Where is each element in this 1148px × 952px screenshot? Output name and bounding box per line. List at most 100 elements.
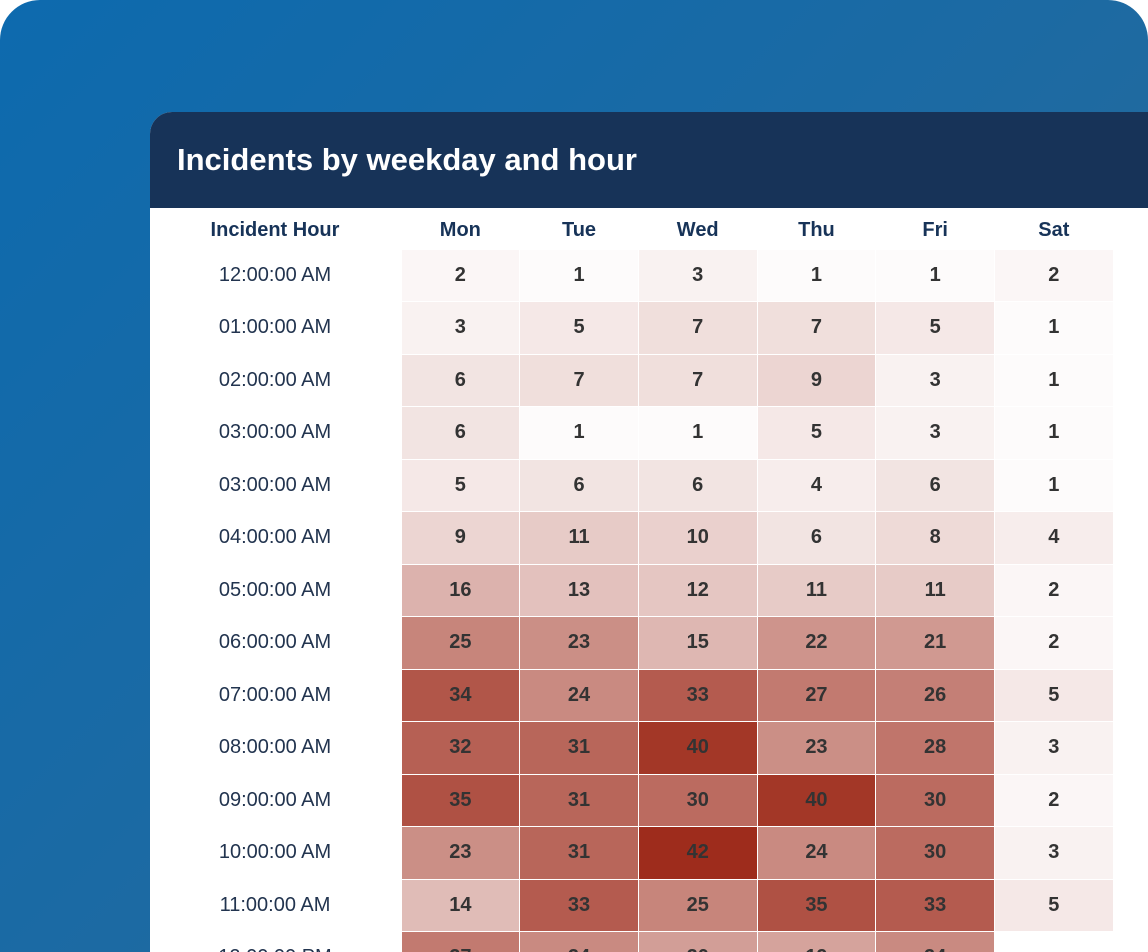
heat-cell: 26 <box>876 669 994 721</box>
row-label: 04:00:00 AM <box>218 526 332 549</box>
heat-cell: 28 <box>876 722 994 774</box>
heat-cell: 1 <box>638 407 757 459</box>
heat-cell: 30 <box>876 774 994 826</box>
row-label: 07:00:00 AM <box>218 683 332 706</box>
heat-cell: 2 <box>995 617 1113 669</box>
heat-cell: 25 <box>638 879 757 931</box>
row-label: 09:00:00 AM <box>218 788 332 811</box>
heat-cell: 11 <box>520 512 638 564</box>
heat-cell: 6 <box>401 354 520 406</box>
heat-cell: 9 <box>757 354 876 406</box>
heat-cell: 27 <box>401 932 520 952</box>
heat-cell: 40 <box>638 722 757 774</box>
column-header: Mon <box>439 218 481 241</box>
heat-cell: 16 <box>401 564 520 616</box>
heat-cell: 7 <box>757 302 876 354</box>
heat-cell: 25 <box>401 617 520 669</box>
heat-cell: 22 <box>757 617 876 669</box>
heat-cell: 14 <box>401 879 520 931</box>
row-label: 12:00:00 AM <box>218 263 332 286</box>
heat-cell: 2 <box>401 249 520 301</box>
heat-cell: 9 <box>401 512 520 564</box>
heat-cell: 6 <box>757 512 876 564</box>
heat-cell: 3 <box>638 249 757 301</box>
heat-cell: 33 <box>638 669 757 721</box>
row-label: 06:00:00 AM <box>218 631 332 654</box>
heat-cell: 7 <box>520 354 638 406</box>
heat-cell: 23 <box>401 827 520 879</box>
row-label: 03:00:00 AM <box>218 421 332 444</box>
heat-cell: 11 <box>757 564 876 616</box>
heat-cell: 5 <box>995 669 1113 721</box>
heat-cell: 2 <box>995 249 1113 301</box>
heat-cell: 24 <box>520 932 638 952</box>
row-label: 11:00:00 AM <box>219 893 331 916</box>
row-label: 10:00:00 AM <box>218 841 332 864</box>
heat-cell: 8 <box>876 512 994 564</box>
heat-cell: 21 <box>876 617 994 669</box>
heat-cell: 42 <box>638 827 757 879</box>
row-label: 08:00:00 AM <box>218 736 332 759</box>
card-header: Incidents by weekday and hour <box>150 112 1148 208</box>
heat-cell: 32 <box>401 722 520 774</box>
heat-cell: 7 <box>638 354 757 406</box>
heat-cell: 6 <box>876 459 994 511</box>
heat-cell: 2 <box>995 564 1113 616</box>
heat-cell: 1 <box>995 459 1113 511</box>
heat-cell: 33 <box>876 879 994 931</box>
heat-cell: 35 <box>757 879 876 931</box>
heatmap-card: Incidents by weekday and hour Incident H… <box>150 112 1148 952</box>
heat-cell: 23 <box>520 617 638 669</box>
row-label: 01:00:00 AM <box>218 316 332 339</box>
heat-cell: 15 <box>638 617 757 669</box>
heat-cell: 31 <box>520 774 638 826</box>
title: Incidents by weekday and hour <box>177 142 637 177</box>
heat-cell: 24 <box>876 932 994 952</box>
heat-cell: 3 <box>401 302 520 354</box>
heat-cell: 1 <box>876 249 994 301</box>
heat-cell: 31 <box>520 722 638 774</box>
heat-cell: 7 <box>638 302 757 354</box>
heat-cell: 5 <box>757 407 876 459</box>
row-label: 03:00:00 AM <box>218 473 332 496</box>
heat-cell: 3 <box>876 354 994 406</box>
heat-cell: 10 <box>638 512 757 564</box>
heat-cell: 30 <box>876 827 994 879</box>
column-header: Wed <box>676 218 719 241</box>
heat-cell: 11 <box>876 564 994 616</box>
heat-cell: 33 <box>520 879 638 931</box>
heat-cell: 4 <box>995 512 1113 564</box>
heat-cell: 35 <box>401 774 520 826</box>
heat-cell: 40 <box>757 774 876 826</box>
heat-cell: 6 <box>638 459 757 511</box>
heat-cell: 24 <box>520 669 638 721</box>
heat-cell: 1 <box>520 249 638 301</box>
heat-cell: 19 <box>757 932 876 952</box>
heat-cell: 20 <box>638 932 757 952</box>
heat-cell: 5 <box>520 302 638 354</box>
heat-cell: 27 <box>757 669 876 721</box>
heat-cell: 5 <box>401 459 520 511</box>
heat-cell: 6 <box>520 459 638 511</box>
row-label: 05:00:00 AM <box>218 578 332 601</box>
heat-cell: 30 <box>638 774 757 826</box>
heat-cell: 3 <box>995 722 1113 774</box>
heat-cell: 6 <box>401 407 520 459</box>
heat-cell: 1 <box>995 407 1113 459</box>
heat-cell: 3 <box>995 827 1113 879</box>
heat-cell: 1 <box>995 354 1113 406</box>
heat-cell: 3 <box>876 407 994 459</box>
heat-cell: 5 <box>876 302 994 354</box>
column-header: Tue <box>561 218 597 241</box>
heat-cell: 5 <box>995 879 1113 931</box>
heat-cell: 31 <box>520 827 638 879</box>
column-header: Thu <box>798 218 835 241</box>
column-header: Fri <box>922 218 948 241</box>
column-header: Incident Hour <box>210 218 340 241</box>
heat-cell: 1 <box>995 302 1113 354</box>
row-label: 12:00:00 PM <box>175 932 375 952</box>
heat-cell: 12 <box>638 564 757 616</box>
heat-cell: 34 <box>401 669 520 721</box>
